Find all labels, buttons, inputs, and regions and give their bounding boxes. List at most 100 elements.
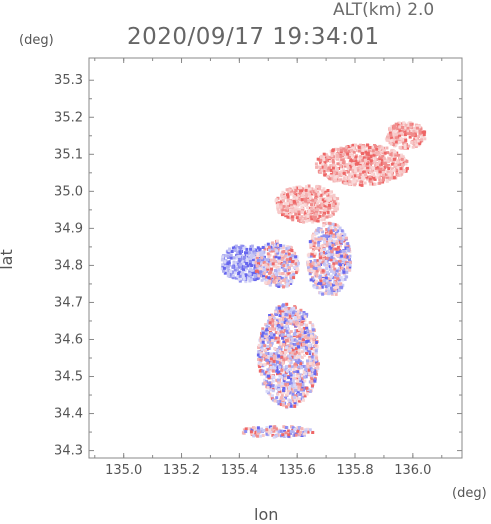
echo-pixel — [311, 332, 314, 336]
echo-pixel — [301, 317, 305, 320]
echo-pixel — [392, 168, 396, 172]
echo-pixel — [300, 377, 304, 381]
echo-pixel — [309, 211, 313, 215]
echo-pixel — [265, 324, 269, 328]
echo-pixel — [314, 341, 318, 344]
echo-pixel — [310, 264, 313, 268]
echo-pixel — [340, 229, 344, 233]
echo-pixel — [302, 210, 306, 214]
echo-pixel — [412, 129, 416, 133]
echo-pixel — [253, 276, 257, 280]
echo-pixel — [279, 307, 283, 311]
echo-pixel — [382, 157, 386, 161]
echo-pixel — [311, 431, 315, 434]
echo-pixel — [282, 255, 286, 259]
echo-pixel — [382, 175, 386, 179]
echo-pixel — [359, 180, 363, 184]
echo-pixel — [333, 281, 336, 285]
echo-pixel — [265, 275, 269, 279]
echo-pixel — [361, 152, 364, 155]
echo-pixel — [281, 190, 285, 194]
echo-pixel — [286, 193, 289, 197]
echo-pixel — [302, 388, 306, 392]
echo-pixel — [299, 322, 303, 326]
echo-pixel — [261, 329, 264, 333]
echo-pixel — [361, 164, 365, 168]
echo-pixel — [297, 345, 300, 349]
echo-pixel — [277, 384, 281, 388]
echo-pixel — [294, 205, 298, 209]
echo-pixel — [303, 394, 307, 398]
echo-pixel — [328, 251, 332, 255]
echo-pixel — [337, 267, 341, 271]
echo-pixel — [298, 339, 302, 343]
echo-pixel — [310, 207, 313, 211]
echo-pixel — [277, 361, 281, 365]
echo-pixel — [276, 205, 280, 209]
echo-pixel — [280, 368, 284, 372]
echo-pixel — [297, 349, 301, 353]
echo-pixel — [310, 187, 314, 191]
echo-pixel — [348, 176, 352, 180]
echo-pixel — [296, 371, 300, 375]
echo-pixel — [292, 199, 296, 203]
echo-pixel — [308, 240, 312, 244]
echo-pixel — [278, 211, 281, 215]
echo-pixel — [272, 260, 276, 264]
echo-pixel — [284, 208, 288, 212]
echo-pixel — [261, 258, 264, 262]
echo-pixel — [276, 336, 280, 340]
echo-pixel — [257, 358, 261, 361]
echo-pixel — [294, 189, 298, 193]
echo-pixel — [394, 153, 398, 157]
echo-pixel — [378, 144, 382, 148]
echo-pixel — [325, 281, 329, 285]
echo-pixel — [321, 206, 325, 210]
echo-pixel — [315, 219, 319, 223]
echo-pixel — [303, 432, 307, 436]
echo-pixel — [304, 216, 308, 220]
echo-pixel — [287, 317, 291, 321]
echo-pixel — [340, 161, 343, 164]
echo-pixel — [260, 430, 264, 434]
echo-pixel — [276, 365, 280, 369]
echo-pixel — [292, 308, 296, 312]
echo-pixel — [382, 148, 386, 152]
echo-pixel — [348, 258, 351, 261]
echo-pixel — [396, 131, 400, 135]
echo-pixel — [232, 261, 236, 265]
echo-pixel — [400, 157, 404, 161]
echo-pixel — [307, 199, 311, 203]
echo-pixel — [310, 239, 314, 243]
echo-pixel — [417, 142, 421, 146]
echo-pixel — [245, 253, 249, 257]
echo-pixel — [320, 249, 323, 253]
echo-pixel — [291, 379, 295, 383]
echo-pixel — [301, 395, 305, 399]
echo-pixel — [318, 276, 322, 279]
echo-pixel — [356, 169, 360, 173]
echo-pixel — [341, 236, 345, 240]
echo-pixel — [311, 324, 315, 328]
echo-pixel — [267, 319, 271, 323]
echo-pixel — [368, 146, 372, 149]
echo-pixel — [243, 265, 247, 269]
echo-pixel — [331, 283, 335, 287]
echo-pixel — [281, 279, 285, 283]
echo-pixel — [278, 400, 282, 403]
echo-pixel — [290, 351, 294, 355]
echo-pixel — [269, 388, 273, 392]
echo-pixel — [305, 386, 309, 390]
echo-pixel — [313, 344, 317, 348]
echo-pixel — [284, 305, 288, 309]
echo-pixel — [323, 211, 326, 215]
echo-pixel — [345, 275, 349, 279]
echo-pixel — [325, 256, 329, 260]
echo-pixel — [293, 190, 297, 194]
echo-pixel — [285, 282, 289, 286]
echo-pixel — [382, 178, 385, 182]
echo-pixel — [341, 173, 345, 177]
echo-pixel — [328, 246, 332, 250]
echo-pixel — [345, 266, 349, 270]
echo-pixel — [294, 386, 298, 390]
